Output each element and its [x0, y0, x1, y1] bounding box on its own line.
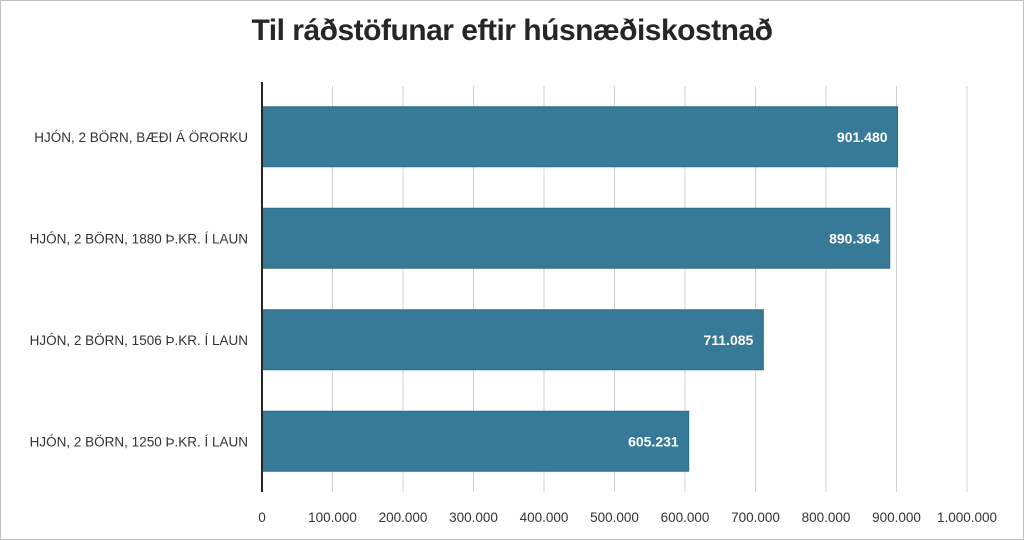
category-label: HJÓN, 2 BÖRN, BÆÐI Á ÖRORKU — [34, 130, 248, 145]
data-label: 890.364 — [829, 230, 880, 246]
bar — [261, 207, 891, 269]
x-tick-label: 100.000 — [308, 510, 357, 525]
category-label: HJÓN, 2 BÖRN, 1250 Þ.KR. Í LAUN — [30, 434, 248, 449]
chart-title: Til ráðstöfunar eftir húsnæðiskostnað — [251, 14, 773, 47]
bar — [261, 309, 764, 371]
x-tick-label: 200.000 — [379, 510, 428, 525]
category-label: HJÓN, 2 BÖRN, 1880 Þ.KR. Í LAUN — [30, 231, 248, 246]
category-label: HJÓN, 2 BÖRN, 1506 Þ.KR. Í LAUN — [30, 333, 248, 348]
x-tick-label: 1.000.000 — [937, 510, 997, 525]
x-tick-label: 800.000 — [802, 510, 851, 525]
data-label: 901.480 — [837, 129, 888, 145]
x-tick-label: 0 — [258, 510, 266, 525]
x-tick-label: 400.000 — [520, 510, 569, 525]
x-tick-label: 500.000 — [590, 510, 639, 525]
x-tick-label: 700.000 — [731, 510, 780, 525]
data-label: 711.085 — [703, 332, 753, 348]
x-tick-label: 600.000 — [661, 510, 710, 525]
bar — [261, 410, 690, 472]
x-tick-label: 300.000 — [449, 510, 498, 525]
bar — [261, 106, 899, 168]
x-tick-label: 900.000 — [872, 510, 921, 525]
data-label: 605.231 — [628, 433, 679, 449]
